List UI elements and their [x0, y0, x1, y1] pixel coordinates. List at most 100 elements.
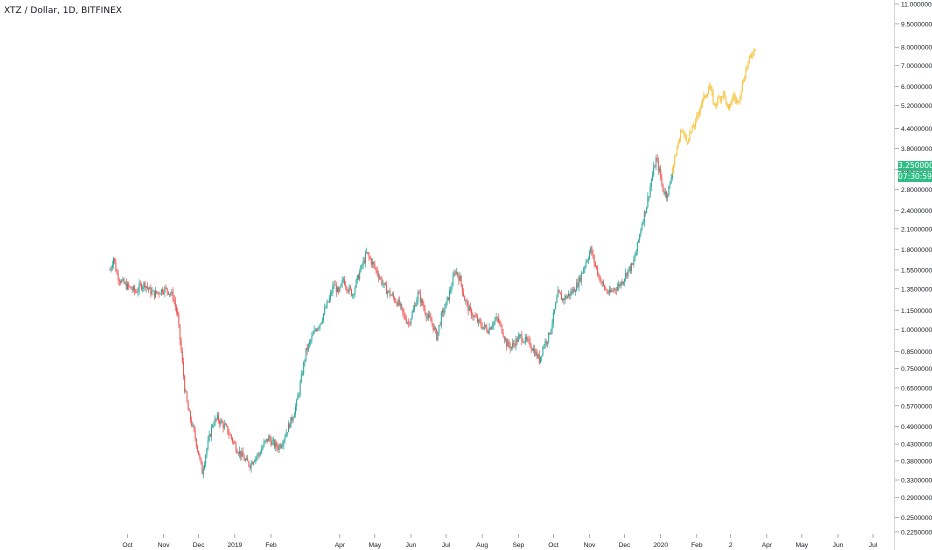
candle-body — [405, 319, 407, 324]
candle-body — [464, 296, 466, 301]
projection-bar — [680, 131, 681, 139]
y-tick-label: 1.15000000 — [901, 308, 932, 315]
candle-body — [159, 294, 161, 295]
projection-bar — [736, 100, 737, 102]
candle-body — [127, 283, 128, 290]
candle-body — [559, 292, 561, 295]
candle-body — [265, 438, 267, 441]
candle-body — [486, 327, 488, 332]
candle-body — [257, 453, 259, 456]
candle-body — [669, 182, 671, 186]
candle-body — [368, 253, 370, 257]
candle-body — [660, 168, 662, 178]
candle-body — [191, 420, 193, 426]
candle-body — [649, 186, 651, 197]
candle-body — [110, 267, 112, 271]
candle-body — [611, 290, 613, 292]
candle-body — [166, 288, 168, 292]
candle-body — [488, 327, 490, 334]
projection-bar — [697, 114, 699, 116]
candle-body — [461, 284, 463, 293]
candle-body — [192, 425, 194, 426]
candle-body — [535, 351, 537, 356]
candle-body — [172, 291, 174, 300]
projection-bar — [705, 95, 707, 98]
candle-body — [387, 291, 389, 295]
candle-body — [473, 315, 475, 318]
candle-body — [580, 273, 582, 282]
candle-body — [151, 291, 153, 295]
x-tick-label: Jun — [833, 542, 844, 549]
candle-body — [390, 295, 392, 297]
candle-body — [435, 327, 436, 330]
candle-body — [409, 322, 411, 324]
candle-body — [341, 279, 343, 285]
projection-bar — [699, 107, 701, 113]
candle-body — [592, 254, 594, 256]
candle-body — [201, 462, 203, 475]
candle-body — [295, 406, 296, 415]
candle-body — [639, 234, 641, 240]
candle-body — [604, 285, 606, 290]
x-axis: Oct Nov Dec 2019 Feb Apr May Jun Jul Aug Sep Oct Nov… — [122, 534, 878, 549]
candle-body — [424, 308, 426, 314]
candle-body — [282, 445, 284, 446]
x-tick-label: May — [796, 542, 809, 549]
candle-body — [393, 294, 394, 298]
candle-body — [494, 320, 496, 322]
candle-body — [318, 327, 320, 329]
projection-bar — [716, 103, 718, 106]
candle-body — [485, 324, 487, 328]
candle-body — [571, 291, 573, 293]
candle-body — [181, 351, 183, 362]
candle-body — [118, 280, 120, 282]
candle-body — [235, 443, 237, 452]
candle-body — [572, 288, 574, 293]
candle-body — [564, 295, 566, 301]
candle-body — [326, 301, 328, 308]
candle-body — [541, 355, 543, 357]
candle-body — [524, 336, 526, 343]
candle-body — [471, 309, 473, 317]
candle-body — [501, 324, 503, 334]
projection-bar — [747, 61, 749, 67]
projection-bar — [737, 100, 739, 102]
projection-bar — [709, 86, 711, 90]
candle-body — [628, 266, 630, 270]
candle-body — [188, 410, 190, 412]
candle-body — [474, 315, 476, 317]
candle-body — [365, 253, 366, 263]
candle-body — [648, 196, 650, 198]
candle-body — [530, 346, 532, 349]
candle-body — [593, 255, 595, 263]
candle-body — [573, 288, 575, 292]
candle-body — [480, 321, 482, 326]
candle-body — [631, 263, 632, 272]
candle-body — [149, 287, 151, 290]
candle-body — [443, 310, 445, 313]
candle-body — [139, 283, 141, 285]
candle-body — [268, 436, 270, 442]
candle-body — [662, 183, 664, 192]
candle-body — [320, 322, 322, 325]
candle-body — [583, 269, 585, 273]
candle-body — [122, 278, 124, 281]
projection-bar — [715, 103, 716, 106]
candle-body — [190, 411, 191, 421]
y-tick-label: 2.40000000 — [901, 208, 932, 215]
candle-body — [502, 333, 504, 337]
candle-body — [577, 282, 579, 287]
candle-body — [439, 324, 441, 326]
candle-body — [479, 319, 481, 322]
candle-body — [202, 469, 204, 475]
candle-body — [249, 465, 251, 469]
projection-bar — [681, 131, 683, 132]
x-tick-label: 2020 — [653, 542, 668, 549]
candle-body — [207, 440, 209, 449]
candle-body — [204, 463, 205, 470]
candle-body — [503, 336, 505, 340]
candle-body — [620, 281, 622, 286]
